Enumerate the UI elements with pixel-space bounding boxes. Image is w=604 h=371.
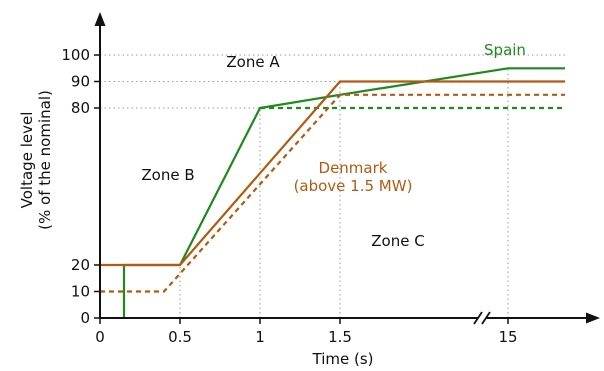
x-tick-label: 0: [95, 328, 105, 346]
x-axis-arrow: [586, 312, 600, 324]
zone-b-label: Zone B: [141, 166, 194, 184]
denmark-solid-line: [100, 80, 565, 267]
axes: [94, 12, 600, 325]
axis-break-mark-1: [473, 311, 483, 325]
reference-gridlines: [100, 54, 565, 318]
y-tick-label: 100: [61, 46, 90, 64]
x-tick-label: 1: [255, 328, 265, 346]
y-axis-label-line2: (% of the nominal): [36, 90, 54, 230]
x-tick-label: 1.5: [328, 328, 352, 346]
y-tick-label: 20: [71, 256, 90, 274]
denmark-label-line2: (above 1.5 MW): [294, 177, 413, 195]
y-axis-arrow: [94, 12, 106, 26]
denmark-dashed-line: [100, 93, 565, 293]
y-tick-label: 90: [71, 73, 90, 91]
denmark-label-line1: Denmark: [319, 159, 388, 177]
x-tick-label: 0.5: [168, 328, 192, 346]
y-tick-label: 10: [71, 283, 90, 301]
y-axis-label-line1: Voltage level: [18, 112, 36, 209]
x-axis-label: Time (s): [312, 350, 374, 368]
axis-break-mark-2: [481, 311, 491, 325]
x-tick-label: 15: [498, 328, 517, 346]
zone-a-label: Zone A: [226, 53, 280, 71]
y-tick-label: 80: [71, 99, 90, 117]
y-tick-label: 0: [80, 309, 90, 327]
series-group: [100, 67, 565, 318]
zone-c-label: Zone C: [371, 232, 424, 250]
ticks: 0 0.5 1 1.5 15 0 10 20 80 90 100: [61, 46, 517, 346]
spain-label: Spain: [484, 41, 526, 59]
